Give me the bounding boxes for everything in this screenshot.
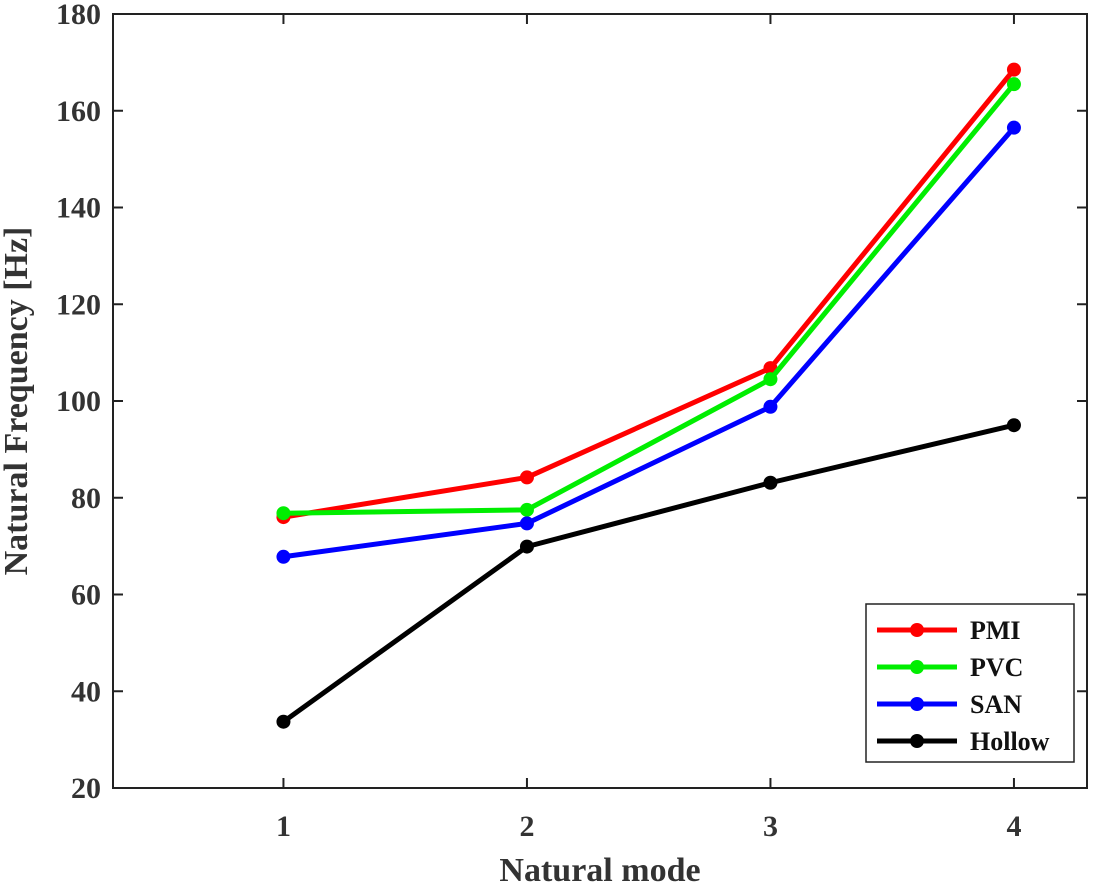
series-line-pmi bbox=[283, 68, 1016, 520]
axis-ticks: 20 40 60 80 100 120 140 160 180 1 2 3 4 bbox=[56, 0, 1087, 843]
y-tick-label: 100 bbox=[56, 385, 101, 418]
x-tick-label: 3 bbox=[763, 810, 778, 843]
data-point-pvc bbox=[276, 506, 291, 521]
data-point-hollow bbox=[519, 539, 534, 554]
y-tick-label: 60 bbox=[71, 579, 101, 612]
data-point-pvc bbox=[519, 502, 534, 517]
data-point-pvc bbox=[763, 372, 778, 387]
data-point-pmi bbox=[519, 470, 534, 485]
legend-marker-hollow bbox=[910, 734, 924, 748]
series-line-san bbox=[283, 126, 1016, 560]
legend-label-san: SAN bbox=[970, 690, 1022, 719]
legend: PMI PVC SAN Hollow bbox=[865, 603, 1075, 763]
y-tick-label: 120 bbox=[56, 288, 101, 321]
y-tick-label: 40 bbox=[71, 675, 101, 708]
data-point-hollow bbox=[276, 714, 291, 729]
y-tick-label: 160 bbox=[56, 95, 101, 128]
y-tick-label: 20 bbox=[71, 772, 101, 805]
legend-label-hollow: Hollow bbox=[970, 727, 1050, 756]
data-point-pmi bbox=[1006, 62, 1021, 77]
x-tick-label: 2 bbox=[519, 810, 534, 843]
data-point-san bbox=[1006, 120, 1021, 135]
series-layer bbox=[276, 62, 1021, 729]
y-tick-label: 180 bbox=[56, 0, 101, 31]
y-axis-label: Natural Frequency [Hz] bbox=[0, 227, 35, 576]
y-tick-label: 140 bbox=[56, 192, 101, 225]
data-point-pvc bbox=[1006, 77, 1021, 92]
x-axis-label: Natural mode bbox=[499, 852, 700, 888]
x-tick-label: 1 bbox=[276, 810, 291, 843]
series-line-pvc bbox=[283, 82, 1016, 516]
data-point-hollow bbox=[763, 475, 778, 490]
data-point-hollow bbox=[1006, 418, 1021, 433]
legend-marker-san bbox=[910, 697, 924, 711]
data-point-san bbox=[763, 399, 778, 414]
data-point-san bbox=[276, 549, 291, 564]
data-point-san bbox=[519, 516, 534, 531]
legend-marker-pvc bbox=[910, 660, 924, 674]
legend-label-pmi: PMI bbox=[970, 616, 1021, 645]
legend-marker-pmi bbox=[910, 623, 924, 637]
series-line-hollow bbox=[281, 422, 1015, 724]
y-tick-label: 80 bbox=[71, 482, 101, 515]
legend-label-pvc: PVC bbox=[970, 653, 1023, 682]
x-tick-label: 4 bbox=[1006, 810, 1021, 843]
